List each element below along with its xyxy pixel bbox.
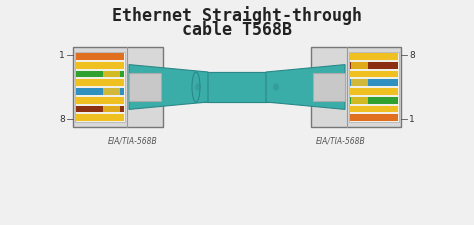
- Ellipse shape: [274, 73, 282, 103]
- Bar: [349, 53, 399, 122]
- Text: 8: 8: [59, 115, 65, 124]
- Bar: [76, 97, 124, 104]
- Bar: [76, 106, 124, 113]
- Text: EIA/TIA-568B: EIA/TIA-568B: [316, 135, 366, 144]
- Bar: [76, 89, 124, 95]
- Bar: [73, 48, 163, 127]
- Bar: [313, 74, 345, 101]
- Polygon shape: [129, 65, 208, 110]
- Bar: [76, 54, 124, 61]
- Bar: [351, 97, 368, 104]
- Text: EIA/TIA-568B: EIA/TIA-568B: [108, 135, 158, 144]
- Bar: [311, 48, 401, 127]
- Bar: [76, 63, 124, 69]
- Text: 8: 8: [409, 51, 415, 60]
- Ellipse shape: [192, 73, 200, 103]
- Text: cable T568B: cable T568B: [182, 21, 292, 39]
- Text: 1: 1: [409, 115, 415, 124]
- Bar: [350, 115, 398, 122]
- Bar: [350, 80, 398, 87]
- Bar: [129, 74, 161, 101]
- Bar: [350, 97, 398, 104]
- Bar: [351, 63, 368, 69]
- Bar: [350, 63, 398, 69]
- Bar: [102, 71, 120, 78]
- Polygon shape: [266, 65, 345, 110]
- Bar: [196, 73, 266, 103]
- Bar: [76, 80, 124, 87]
- Bar: [350, 54, 398, 61]
- Text: Ethernet Straight-through: Ethernet Straight-through: [112, 7, 362, 25]
- Bar: [75, 53, 125, 122]
- Bar: [350, 106, 398, 113]
- Bar: [102, 89, 120, 95]
- Bar: [76, 71, 124, 78]
- Bar: [350, 71, 398, 78]
- Ellipse shape: [273, 84, 279, 91]
- Bar: [350, 89, 398, 95]
- Bar: [351, 80, 368, 87]
- Bar: [102, 106, 120, 113]
- Text: 1: 1: [59, 51, 65, 60]
- Ellipse shape: [195, 84, 201, 91]
- Bar: [208, 73, 278, 103]
- Bar: [76, 115, 124, 122]
